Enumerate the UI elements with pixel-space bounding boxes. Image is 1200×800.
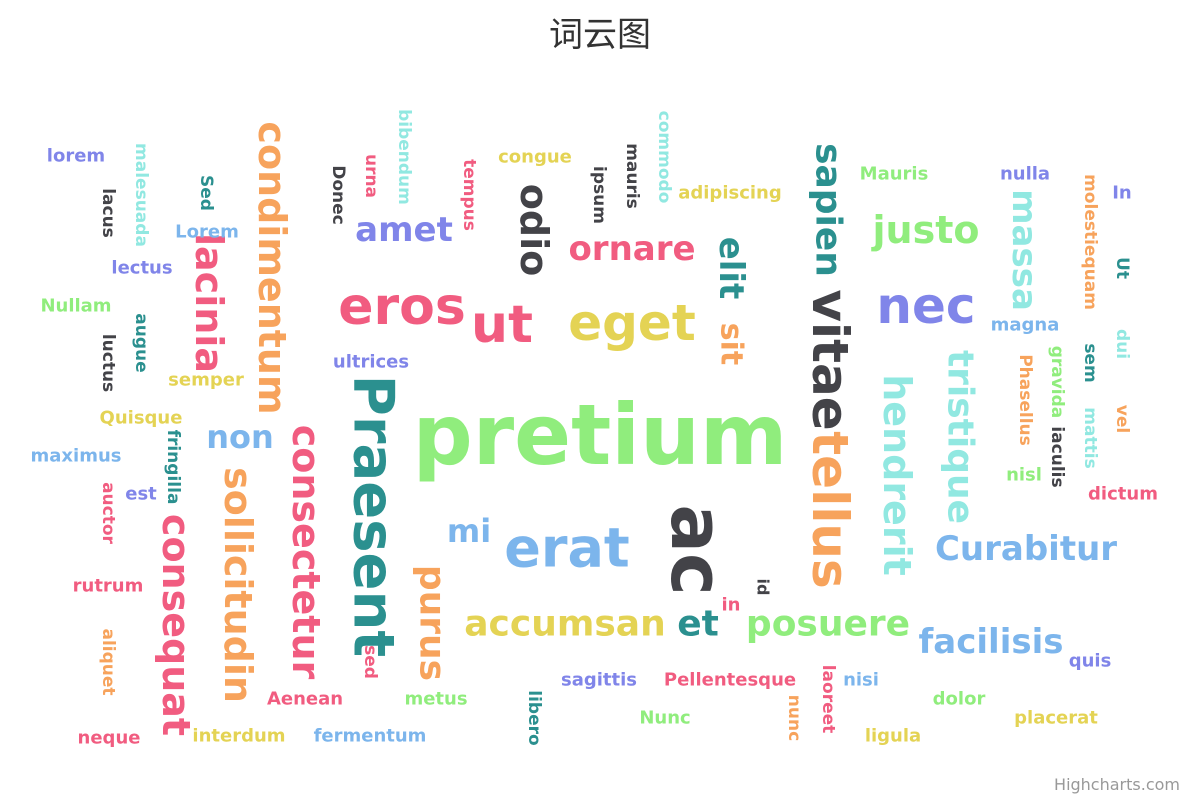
word-quisque[interactable]: Quisque	[100, 408, 183, 429]
word-interdum[interactable]: interdum	[192, 726, 285, 747]
word-libero[interactable]: libero	[524, 690, 544, 745]
word-et[interactable]: et	[677, 604, 719, 645]
word-nulla[interactable]: nulla	[1000, 164, 1050, 185]
word-sed[interactable]: sed	[360, 645, 380, 679]
word-pretium[interactable]: pretium	[413, 386, 788, 484]
word-in[interactable]: in	[722, 595, 741, 616]
word-sagittis[interactable]: sagittis	[561, 670, 637, 691]
word-nec[interactable]: nec	[876, 277, 975, 335]
word-adipiscing[interactable]: adipiscing	[678, 183, 782, 204]
word-bibendum[interactable]: bibendum	[394, 109, 414, 205]
word-ut[interactable]: Ut	[1112, 257, 1132, 279]
word-nisl[interactable]: nisl	[1006, 465, 1042, 486]
word-facilisis[interactable]: facilisis	[919, 622, 1064, 662]
word-justo[interactable]: justo	[871, 208, 980, 252]
word-malesuada[interactable]: malesuada	[131, 143, 151, 247]
word-ac[interactable]: ac	[655, 504, 739, 595]
credits-link[interactable]: Highcharts.com	[1054, 775, 1180, 794]
word-consectetur[interactable]: consectetur	[284, 425, 328, 680]
word-nunc[interactable]: nunc	[784, 695, 804, 741]
word-metus[interactable]: metus	[404, 689, 467, 710]
word-dui[interactable]: dui	[1112, 329, 1132, 359]
word-amet[interactable]: amet	[355, 210, 453, 250]
word-tellus[interactable]: tellus	[801, 431, 859, 588]
word-elit[interactable]: elit	[711, 237, 751, 300]
word-ipsum[interactable]: ipsum	[589, 166, 609, 224]
word-iaculis[interactable]: iaculis	[1047, 426, 1067, 487]
word-est[interactable]: est	[125, 484, 157, 505]
word-quis[interactable]: quis	[1069, 651, 1112, 672]
word-posuere[interactable]: posuere	[746, 604, 910, 645]
word-augue[interactable]: augue	[131, 313, 151, 372]
word-mauris[interactable]: mauris	[622, 143, 642, 209]
word-lorem[interactable]: lorem	[47, 146, 105, 167]
word-fermentum[interactable]: fermentum	[314, 726, 427, 747]
word-eros[interactable]: eros	[338, 277, 466, 337]
word-ornare[interactable]: ornare	[568, 229, 695, 269]
word-sapien[interactable]: sapien	[808, 143, 849, 277]
word-aenean[interactable]: Aenean	[267, 689, 343, 710]
word-gravida[interactable]: gravida	[1047, 346, 1067, 419]
word-ut[interactable]: ut	[471, 295, 533, 355]
word-lacus[interactable]: lacus	[98, 188, 118, 238]
word-laoreet[interactable]: laoreet	[818, 665, 838, 734]
word-accumsan[interactable]: accumsan	[464, 604, 665, 645]
word-luctus[interactable]: luctus	[98, 334, 118, 392]
word-semper[interactable]: semper	[168, 370, 244, 391]
word-in[interactable]: In	[1112, 183, 1132, 204]
word-dolor[interactable]: dolor	[933, 689, 986, 710]
word-urna[interactable]: urna	[361, 154, 381, 198]
word-purus[interactable]: purus	[412, 565, 453, 681]
word-tempus[interactable]: tempus	[459, 159, 479, 231]
word-lorem[interactable]: Lorem	[175, 222, 239, 243]
word-molestiequam[interactable]: molestiequam	[1080, 174, 1100, 310]
chart-title: 词云图	[549, 15, 651, 55]
word-auctor[interactable]: auctor	[98, 482, 118, 544]
word-commodo[interactable]: commodo	[654, 111, 674, 204]
word-consequat[interactable]: consequat	[154, 514, 198, 736]
word-fringilla[interactable]: fringilla	[163, 430, 183, 505]
word-maximus[interactable]: maximus	[31, 446, 122, 467]
word-non[interactable]: non	[206, 418, 274, 456]
word-id[interactable]: id	[754, 579, 773, 596]
word-nisi[interactable]: nisi	[843, 670, 879, 691]
word-sem[interactable]: sem	[1080, 343, 1100, 382]
word-sollicitudin[interactable]: sollicitudin	[216, 467, 260, 703]
word-eget[interactable]: eget	[568, 294, 696, 352]
word-dictum[interactable]: dictum	[1088, 484, 1158, 505]
word-sit[interactable]: sit	[714, 323, 749, 365]
word-condimentum[interactable]: condimentum	[250, 121, 294, 414]
word-vitae[interactable]: vitae	[801, 289, 859, 430]
word-pellentesque[interactable]: Pellentesque	[664, 670, 796, 691]
word-ultrices[interactable]: ultrices	[333, 352, 409, 373]
word-ligula[interactable]: ligula	[865, 726, 921, 747]
word-nunc[interactable]: Nunc	[639, 708, 690, 729]
word-nullam[interactable]: Nullam	[40, 296, 111, 317]
word-tristique[interactable]: tristique	[940, 350, 981, 524]
word-lacinia[interactable]: lacinia	[187, 233, 231, 373]
word-magna[interactable]: magna	[991, 315, 1060, 336]
word-congue[interactable]: congue	[498, 147, 572, 168]
word-hendrerit[interactable]: hendrerit	[875, 374, 919, 576]
word-rutrum[interactable]: rutrum	[73, 576, 144, 597]
word-neque[interactable]: neque	[78, 728, 141, 749]
word-donec[interactable]: Donec	[328, 165, 348, 225]
word-erat[interactable]: erat	[504, 517, 630, 580]
word-lectus[interactable]: lectus	[111, 258, 172, 279]
word-vel[interactable]: vel	[1112, 405, 1132, 433]
word-placerat[interactable]: placerat	[1014, 708, 1098, 729]
word-mattis[interactable]: mattis	[1080, 407, 1100, 468]
word-sed[interactable]: Sed	[196, 175, 216, 211]
word-mi[interactable]: mi	[447, 512, 491, 550]
word-massa[interactable]: massa	[1004, 189, 1044, 311]
word-mauris[interactable]: Mauris	[860, 164, 929, 185]
word-curabitur[interactable]: Curabitur	[935, 529, 1117, 569]
word-praesent[interactable]: Praesent	[341, 375, 406, 657]
word-aliquet[interactable]: aliquet	[98, 628, 118, 695]
word-odio[interactable]: odio	[512, 184, 556, 276]
word-phasellus[interactable]: Phasellus	[1015, 354, 1035, 446]
